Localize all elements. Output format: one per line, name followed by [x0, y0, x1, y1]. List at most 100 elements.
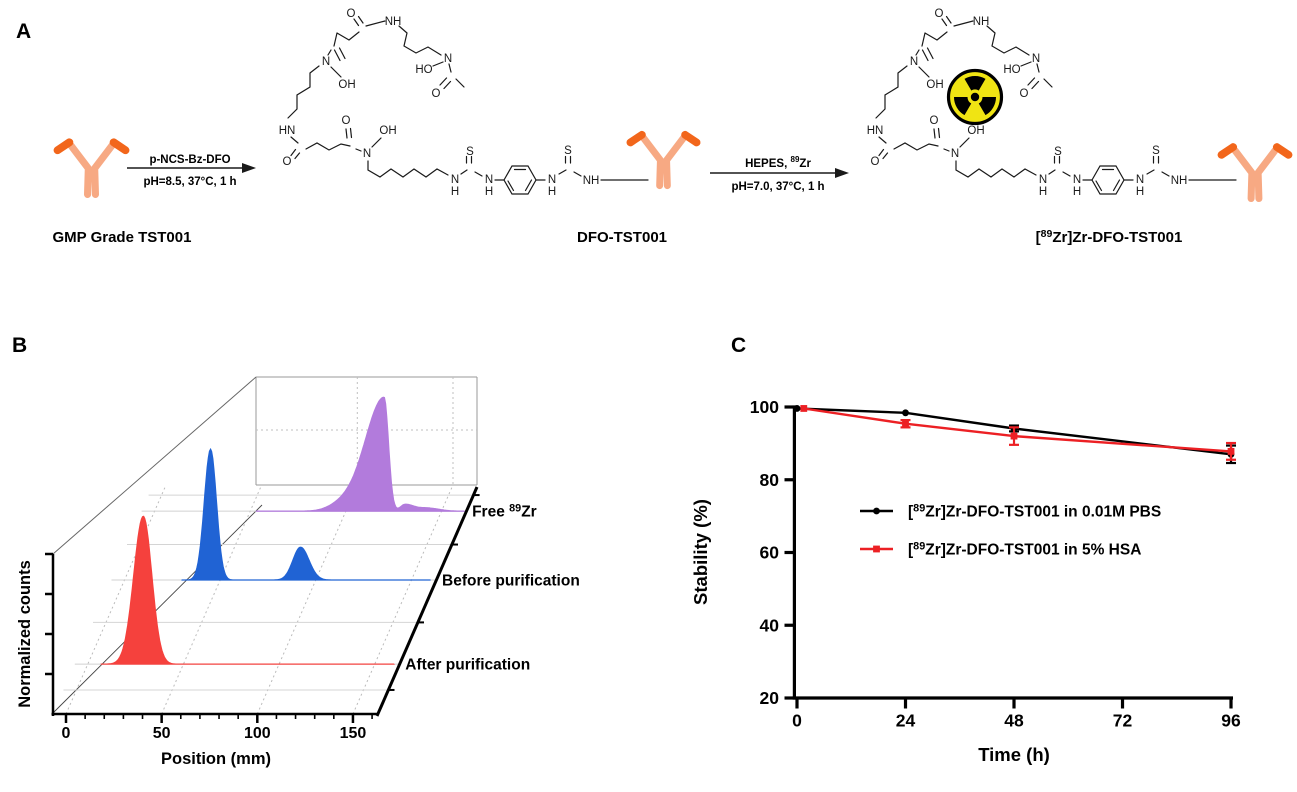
c-data-point: [800, 405, 808, 412]
atom-label: N: [451, 174, 459, 186]
product-caption: [89Zr]Zr-DFO-TST001: [1036, 228, 1183, 246]
c-series-line: [803, 407, 1232, 453]
c-y-tick-label: 80: [760, 470, 780, 490]
c-x-tick-label: 24: [896, 711, 916, 731]
c-y-tick-label: 60: [760, 543, 780, 563]
atom-label: H: [451, 186, 459, 198]
c-data-point: [902, 420, 909, 428]
c-data-point: [1010, 432, 1018, 440]
reaction-arrow-2: HEPES, 89Zr pH=7.0, 37°C, 1 h: [710, 155, 849, 193]
atom-label: N: [548, 174, 556, 186]
atom-label: H: [1073, 186, 1081, 198]
atom-label: OH: [926, 79, 943, 91]
back-wall: [255, 376, 478, 486]
antibody-icon-reactant: [58, 142, 126, 194]
atom-label: NH: [973, 16, 990, 28]
atom-label: O: [342, 115, 351, 127]
c-x-tick-label: 48: [1004, 711, 1024, 731]
c-data-point: [902, 409, 909, 417]
atom-label: S: [1054, 146, 1062, 158]
radioactive-blade: [954, 97, 972, 116]
atom-label: O: [347, 8, 356, 20]
atom-label: O: [871, 156, 880, 168]
c-y-tick-label: 100: [750, 397, 779, 417]
panel-b: B 0 50 100 150 After purification Before puri…: [12, 334, 580, 768]
atom-label: N: [1039, 174, 1047, 186]
b-x-axis-title: Position (mm): [161, 750, 271, 768]
atom-label: N: [363, 148, 371, 160]
atom-label: N: [1032, 53, 1040, 65]
dfo-structure-2: [875, 15, 1237, 195]
atom-label: S: [1152, 145, 1160, 157]
b-trace-area: [100, 515, 396, 665]
arrow1-conditions-text: pH=8.5, 37°C, 1 h: [143, 176, 236, 188]
c-legend-marker: [873, 545, 880, 553]
intermediate-caption: DFO-TST001: [577, 229, 667, 246]
reaction-arrow-1: p-NCS-Bz-DFO pH=8.5, 37°C, 1 h: [127, 154, 256, 188]
atom-label: H: [548, 186, 556, 198]
atom-label: S: [466, 146, 474, 158]
c-legend-label: [89Zr]Zr-DFO-TST001 in 5% HSA: [908, 541, 1141, 559]
c-x-tick-label: 72: [1113, 711, 1133, 731]
panel-c-label: C: [731, 334, 746, 357]
atom-label: NH: [1171, 175, 1188, 187]
atom-label: N: [910, 56, 918, 68]
c-x-axis-title: Time (h): [978, 744, 1050, 765]
c-data-point: [793, 405, 801, 412]
b-trace-area: [181, 447, 431, 581]
atom-label: O: [1020, 88, 1029, 100]
panel-c: C 20 40 60 80 100 0 24 48 72 96 [89Zr]Zr-DFO-TST00…: [690, 334, 1241, 765]
atom-label: HO: [415, 64, 432, 76]
b-x-tick-label: 50: [153, 725, 171, 742]
arrow-head-icon: [835, 168, 849, 178]
c-y-tick-label: 20: [760, 688, 780, 708]
atom-label: NH: [385, 16, 402, 28]
b-trace-area: [255, 396, 465, 512]
atom-label: N: [1073, 174, 1081, 186]
floor-gridline: [65, 484, 167, 715]
atom-label: S: [564, 145, 572, 157]
atom-label: N: [322, 56, 330, 68]
antibody-icon-product: [1221, 147, 1288, 198]
stability-line-chart: 20 40 60 80 100 0 24 48 72 96 [89Zr]Zr-DFO-TST001 …: [750, 397, 1241, 731]
atom-label: HN: [867, 125, 884, 137]
radioactive-blade: [964, 76, 986, 91]
atom-label: N: [1136, 174, 1144, 186]
curve-start-edge: [51, 504, 263, 715]
c-x-tick-label: 96: [1221, 711, 1241, 731]
atom-label: O: [930, 115, 939, 127]
floor-gridline: [352, 484, 454, 715]
atom-label: HO: [1003, 64, 1020, 76]
c-y-axis-title: Stability (%): [690, 499, 711, 605]
radioactive-blade: [978, 97, 996, 116]
c-y-tick-label: 40: [760, 615, 780, 635]
atom-label: HN: [279, 125, 296, 137]
b-depth-axis: [375, 486, 479, 717]
b-x-tick-label: 150: [340, 725, 367, 742]
atom-label: N: [485, 174, 493, 186]
floor-gridline: [256, 484, 358, 715]
dfo-structure-1: [287, 15, 649, 195]
b-trace-label: After purification: [405, 657, 530, 674]
b-trace-label: Before purification: [442, 573, 580, 590]
atom-label: O: [283, 156, 292, 168]
b-y-axis-title: Normalized counts: [16, 560, 34, 708]
b-trace-label: Free 89Zr: [472, 503, 537, 521]
arrow2-reagent-text: HEPES, 89Zr: [745, 155, 811, 170]
atom-label: H: [485, 186, 493, 198]
radioactive-center-dot: [970, 92, 980, 102]
waterfall-chart: 0 50 100 150 After purification Before purifi…: [45, 376, 580, 742]
radioactive-icon: [946, 68, 1004, 126]
arrow-head-icon: [242, 163, 256, 173]
c-legend-label: [89Zr]Zr-DFO-TST001 in 0.01M PBS: [908, 503, 1161, 521]
atom-label: N: [444, 53, 452, 65]
b-x-tick-label: 0: [62, 725, 71, 742]
left-wall-edge: [52, 376, 257, 555]
atom-label: OH: [379, 125, 396, 137]
c-data-point: [1227, 447, 1235, 455]
